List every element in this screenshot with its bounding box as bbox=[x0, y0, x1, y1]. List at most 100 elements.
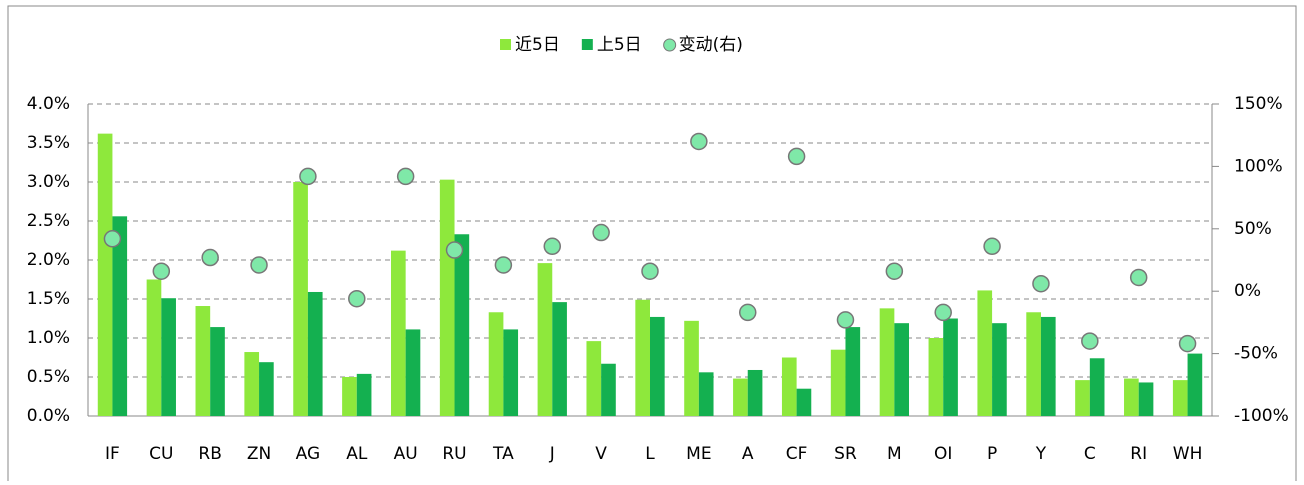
point bbox=[299, 167, 317, 186]
point bbox=[836, 311, 855, 329]
bar bbox=[405, 329, 421, 416]
x-tick-label: L bbox=[645, 444, 655, 464]
legend-label: 上5日 bbox=[597, 35, 642, 55]
point bbox=[1032, 274, 1050, 293]
bar bbox=[195, 306, 211, 416]
bar bbox=[586, 341, 602, 416]
bar bbox=[112, 216, 128, 416]
bar bbox=[454, 234, 470, 416]
bar bbox=[845, 327, 861, 416]
x-tick-label: AU bbox=[394, 444, 418, 464]
bar bbox=[210, 327, 225, 416]
x-tick-label: Y bbox=[1035, 444, 1047, 464]
bar bbox=[97, 133, 113, 416]
y2-tick-label: 50% bbox=[1234, 219, 1272, 239]
legend-marker bbox=[500, 39, 511, 50]
y-tick-label: 3.5% bbox=[27, 133, 70, 153]
y2-tick-label: 100% bbox=[1234, 156, 1283, 176]
point bbox=[885, 262, 904, 280]
bar bbox=[698, 372, 714, 416]
bar bbox=[781, 357, 797, 416]
bar bbox=[259, 362, 274, 416]
x-tick-label: AG bbox=[296, 444, 321, 464]
y2-tick-label: 0% bbox=[1234, 281, 1261, 301]
point bbox=[396, 167, 415, 186]
y-tick-label: 0.0% bbox=[27, 406, 70, 426]
bar bbox=[601, 363, 616, 416]
point bbox=[348, 289, 366, 308]
bar bbox=[747, 369, 763, 416]
x-tick-label: V bbox=[595, 444, 607, 464]
bar bbox=[1187, 353, 1203, 416]
bar bbox=[1040, 316, 1056, 416]
bar bbox=[894, 323, 910, 416]
bar bbox=[488, 312, 504, 416]
bar bbox=[537, 263, 553, 416]
y-tick-label: 1.0% bbox=[27, 328, 70, 348]
bar bbox=[992, 323, 1007, 416]
bar bbox=[244, 352, 260, 416]
x-tick-label: TA bbox=[492, 444, 514, 464]
legend-label: 变动(右) bbox=[679, 35, 743, 55]
y-tick-label: 0.5% bbox=[27, 367, 70, 387]
x-tick-label: CU bbox=[149, 444, 173, 464]
point bbox=[592, 223, 610, 242]
point bbox=[1178, 334, 1197, 353]
y2-tick-label: 150% bbox=[1234, 94, 1283, 114]
bar bbox=[390, 250, 406, 416]
bar bbox=[503, 329, 519, 416]
bar bbox=[684, 320, 699, 416]
bar bbox=[161, 298, 176, 416]
point bbox=[494, 256, 513, 274]
x-tick-label: OI bbox=[934, 444, 952, 464]
bar bbox=[635, 299, 650, 416]
point bbox=[934, 303, 952, 322]
bar bbox=[356, 373, 372, 416]
bar bbox=[1075, 380, 1090, 416]
bar bbox=[796, 388, 812, 416]
point bbox=[445, 241, 464, 259]
point bbox=[641, 262, 659, 280]
y-tick-label: 1.5% bbox=[27, 289, 70, 309]
x-tick-label: RB bbox=[198, 444, 221, 464]
point bbox=[690, 132, 708, 151]
x-tick-label: AL bbox=[346, 444, 368, 464]
bar bbox=[307, 291, 323, 416]
bar bbox=[977, 290, 993, 416]
x-tick-label: WH bbox=[1173, 444, 1203, 464]
legend-marker bbox=[581, 39, 593, 50]
bar bbox=[650, 316, 665, 416]
x-tick-label: RU bbox=[442, 444, 466, 464]
point bbox=[543, 237, 562, 256]
y-tick-label: 3.0% bbox=[27, 172, 70, 192]
y2-tick-label: -50% bbox=[1234, 344, 1278, 364]
bar bbox=[733, 378, 748, 416]
x-tick-label: P bbox=[987, 444, 997, 464]
bar bbox=[342, 377, 357, 416]
bar bbox=[943, 318, 958, 416]
x-tick-label: ME bbox=[686, 444, 711, 464]
point bbox=[103, 230, 122, 248]
x-tick-label: RI bbox=[1130, 444, 1147, 464]
y-tick-label: 2.5% bbox=[27, 211, 70, 231]
x-tick-label: J bbox=[549, 444, 555, 464]
legend-label: 近5日 bbox=[515, 35, 560, 55]
bar bbox=[879, 308, 895, 416]
bar bbox=[552, 302, 567, 416]
y-tick-label: 2.0% bbox=[27, 250, 70, 270]
point bbox=[983, 237, 1001, 256]
bar bbox=[1124, 378, 1139, 416]
x-tick-label: A bbox=[742, 444, 754, 464]
x-tick-label: C bbox=[1084, 444, 1096, 464]
point bbox=[1129, 268, 1148, 287]
bar bbox=[1089, 358, 1105, 416]
bar bbox=[439, 179, 455, 416]
x-tick-label: M bbox=[887, 444, 902, 464]
legend-marker bbox=[663, 38, 677, 52]
point bbox=[787, 147, 806, 166]
bar bbox=[1138, 382, 1154, 416]
point bbox=[738, 303, 757, 322]
point bbox=[250, 256, 268, 274]
point bbox=[201, 248, 219, 267]
